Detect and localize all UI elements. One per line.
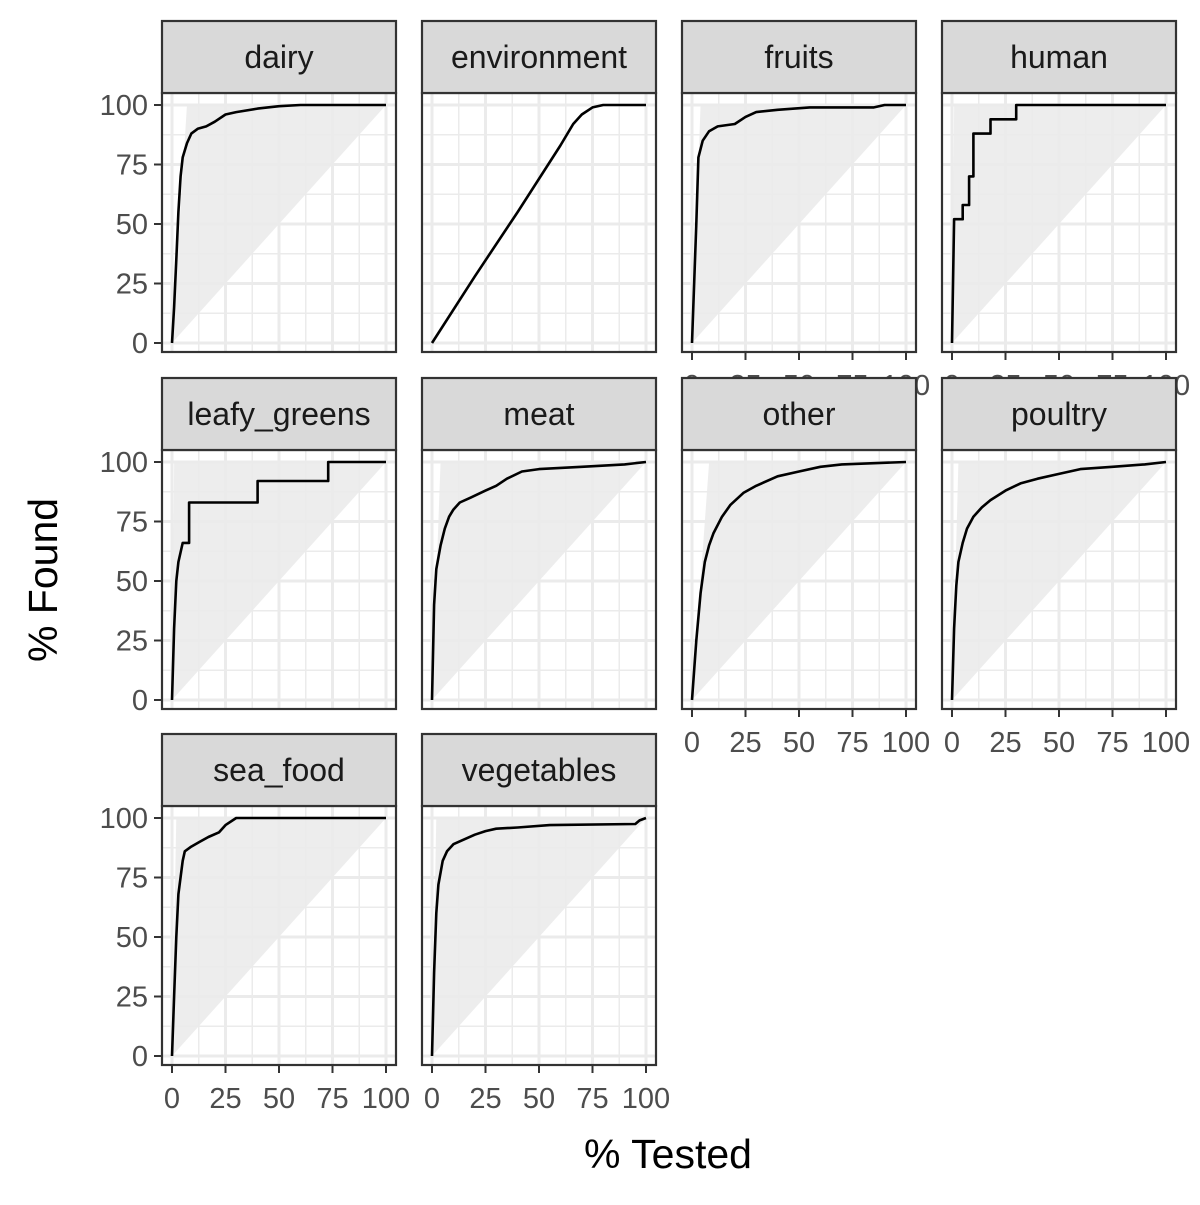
panel-poultry-x-tick-label: 75: [1096, 727, 1128, 759]
panel-fruits-strip: [680, 19, 918, 95]
panel-poultry-x-tick-label: 100: [1142, 727, 1190, 759]
panel-leafy-greens-y-tick-label: 25: [116, 626, 148, 658]
panel-poultry-x-tick-label: 0: [944, 727, 960, 759]
panel-leafy-greens-y-tick-label: 100: [100, 447, 148, 479]
panel-leafy-greens-line: [170, 460, 386, 701]
panel-meat-ribbon: [432, 462, 646, 700]
panel-leafy-greens-strip-label: leafy_greens: [187, 396, 370, 432]
panel-other-x-tick-label: 75: [836, 727, 868, 759]
panel-vegetables-x-tick-label: 0: [424, 1083, 440, 1115]
panel-sea-food-y-tick-label: 25: [116, 982, 148, 1014]
panel-other-x-tick-label: 50: [783, 727, 815, 759]
panel-human-line: [950, 103, 1166, 344]
panel-other-x-tick-label: 25: [729, 727, 761, 759]
panel-meat-strip: [420, 376, 658, 452]
panel-other-strip: [680, 376, 918, 452]
panel-sea-food-x-tick-label: 75: [316, 1083, 348, 1115]
panel-vegetables-strip-label: vegetables: [462, 752, 617, 788]
panel-leafy-greens-y-tick-label: 0: [132, 685, 148, 717]
panel-poultry-line: [950, 460, 1167, 701]
panel-other-strip-label: other: [763, 396, 836, 432]
panel-leafy-greens-strip: [160, 376, 398, 452]
panel-sea-food-y-tick-label: 100: [100, 803, 148, 835]
panel-dairy-y-tick-label: 25: [116, 269, 148, 301]
x-axis-title: % Tested: [584, 1131, 752, 1177]
panel-vegetables-x-tick-label: 100: [622, 1083, 670, 1115]
panel-sea-food-x-tick-label: 50: [263, 1083, 295, 1115]
panel-dairy-y-tick-label: 75: [116, 150, 148, 182]
panel-leafy-greens-y-tick-label: 50: [116, 566, 148, 598]
panel-fruits-strip-label: fruits: [764, 39, 833, 75]
panel-other-line: [690, 460, 907, 701]
panel-human-strip: [940, 19, 1178, 95]
panel-other-x-tick-label: 100: [882, 727, 930, 759]
panel-leafy-greens-ribbon: [172, 462, 386, 700]
panel-dairy-y-tick-label: 50: [116, 209, 148, 241]
panel-leafy-greens-y-tick-label: 75: [116, 507, 148, 539]
panel-vegetables-line: [430, 816, 647, 1057]
panel-poultry-strip-label: poultry: [1011, 396, 1107, 432]
panel-fruits-line: [690, 103, 906, 344]
panel-vegetables-x-tick-label: 25: [469, 1083, 501, 1115]
panel-vegetables-strip: [420, 732, 658, 808]
panel-vegetables-x-tick-label: 50: [523, 1083, 555, 1115]
panel-other-x-tick-label: 0: [684, 727, 700, 759]
panel-dairy-line: [170, 103, 386, 344]
panel-sea-food-strip-label: sea_food: [213, 752, 345, 788]
panel-environment-strip-label: environment: [451, 39, 627, 75]
y-axis-title: % Found: [20, 498, 66, 662]
panel-dairy-y-tick-label: 0: [132, 328, 148, 360]
panel-fruits-ribbon: [692, 105, 906, 343]
panel-meat-strip-label: meat: [503, 396, 574, 432]
panel-dairy-ribbon: [172, 105, 386, 343]
panel-dairy-strip: [160, 19, 398, 95]
panel-environment-line: [430, 103, 646, 344]
panel-sea-food-y-tick-label: 50: [116, 922, 148, 954]
panel-human-strip-label: human: [1010, 39, 1108, 75]
panel-sea-food-x-tick-label: 0: [164, 1083, 180, 1115]
panel-meat-line: [430, 460, 647, 701]
panel-poultry-strip: [940, 376, 1178, 452]
panel-poultry-x-tick-label: 50: [1043, 727, 1075, 759]
panel-sea-food-x-tick-label: 25: [209, 1083, 241, 1115]
panel-vegetables-x-tick-label: 75: [576, 1083, 608, 1115]
panel-environment-ribbon: [432, 105, 646, 343]
panel-sea-food-y-tick-label: 0: [132, 1041, 148, 1073]
panel-environment-strip: [420, 19, 658, 95]
panel-vegetables-ribbon: [432, 818, 646, 1056]
panel-sea-food-y-tick-label: 75: [116, 863, 148, 895]
panel-sea-food-ribbon: [172, 818, 386, 1056]
panel-poultry-x-tick-label: 25: [989, 727, 1021, 759]
panel-dairy-strip-label: dairy: [244, 39, 313, 75]
panel-other-ribbon: [692, 462, 906, 700]
panel-sea-food-x-tick-label: 100: [362, 1083, 410, 1115]
panel-sea-food-strip: [160, 732, 398, 808]
panel-human-ribbon: [952, 105, 1166, 343]
panel-sea-food-line: [170, 816, 386, 1057]
panel-poultry-ribbon: [952, 462, 1166, 700]
panel-dairy-y-tick-label: 100: [100, 90, 148, 122]
